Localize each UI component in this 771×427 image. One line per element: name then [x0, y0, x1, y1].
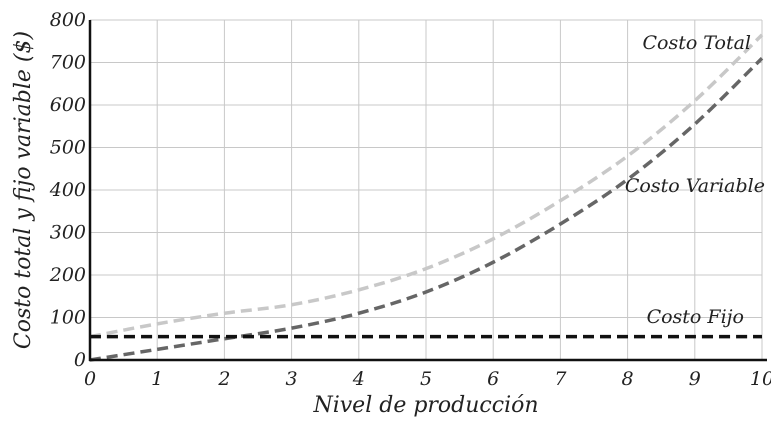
y-tick-label: 300 — [50, 222, 86, 244]
x-axis-title: Nivel de producción — [312, 393, 538, 418]
y-axis-title: Costo total y fijo variable ($) — [11, 31, 36, 349]
series-label-costo-fijo: Costo Fijo — [647, 306, 744, 328]
series-lines — [89, 33, 764, 362]
y-tick-label: 0 — [74, 349, 86, 371]
series-label-costo-variable: Costo Variable — [625, 175, 765, 197]
x-tick-label: 0 — [84, 368, 96, 390]
x-tick-label: 3 — [286, 368, 298, 390]
x-tick-label: 7 — [554, 368, 567, 390]
y-tick-label: 200 — [49, 264, 86, 286]
series-label-costo-total: Costo Total — [642, 32, 751, 54]
y-tick-label: 100 — [50, 307, 86, 329]
x-tick-label: 1 — [151, 368, 163, 390]
tick-labels: 0123456789100100200300400500600700800 — [49, 9, 771, 390]
y-tick-label: 400 — [49, 179, 86, 201]
y-tick-label: 800 — [50, 9, 86, 31]
x-tick-label: 6 — [487, 368, 499, 390]
y-tick-label: 600 — [50, 94, 86, 116]
series-labels: Costo Total Costo Variable Costo Fijo — [625, 32, 765, 328]
y-tick-label: 500 — [50, 137, 86, 159]
x-tick-label: 4 — [352, 368, 365, 390]
x-tick-label: 9 — [689, 368, 701, 390]
x-tick-label: 8 — [622, 368, 634, 390]
series-line-costo-total — [89, 33, 764, 339]
axes — [88, 20, 767, 362]
x-tick-label: 2 — [217, 368, 230, 390]
series-line-costo-variable — [89, 57, 764, 362]
y-tick-label: 700 — [50, 52, 86, 74]
x-tick-label: 10 — [750, 368, 771, 390]
x-tick-label: 5 — [420, 368, 432, 390]
